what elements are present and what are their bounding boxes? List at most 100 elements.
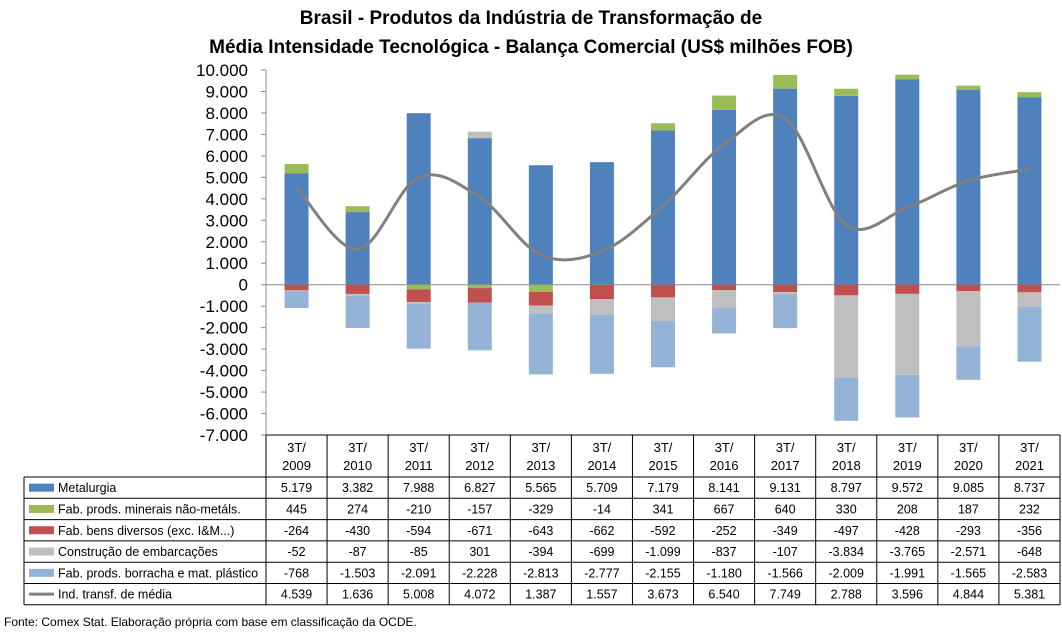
data-table-value: 5.709: [586, 481, 617, 495]
data-table-value: -699: [589, 545, 614, 559]
bar-fab-prods-borracha-e-mat-pl-stico: [773, 294, 798, 329]
data-table-value: 2.788: [831, 588, 862, 602]
bar-fab-bens-diversos-exc-i-m: [528, 291, 553, 306]
category-label-line1: 3T/: [715, 440, 734, 455]
data-table-value: -1.503: [340, 566, 375, 580]
bar-metalurgia: [284, 173, 309, 285]
bar-fab-prods-borracha-e-mat-pl-stico: [528, 314, 553, 375]
bar-fab-prods-minerais-n-o-met-ls: [284, 163, 309, 174]
legend-key-swatch: [29, 504, 54, 513]
data-table-value: -662: [589, 524, 614, 538]
data-table-value: 445: [286, 502, 307, 516]
category-label-line2: 2021: [1015, 458, 1044, 473]
bar-fab-prods-minerais-n-o-met-ls: [956, 85, 981, 90]
data-table-value: 187: [958, 502, 979, 516]
bar-fab-bens-diversos-exc-i-m: [834, 284, 859, 296]
data-table-value: -87: [349, 545, 367, 559]
data-table-value: -349: [773, 524, 798, 538]
data-table-value: -2.583: [1012, 566, 1047, 580]
bar-constru-o-de-embarca-es: [467, 131, 492, 139]
bar-fab-prods-borracha-e-mat-pl-stico: [1017, 306, 1042, 362]
data-table-value: 7.988: [403, 481, 434, 495]
bar-fab-prods-minerais-n-o-met-ls: [773, 74, 798, 89]
data-table-value: -497: [834, 524, 859, 538]
data-table-value: 274: [347, 502, 368, 516]
category-label-line2: 2010: [343, 458, 372, 473]
data-table-value: 1.636: [342, 588, 373, 602]
data-table-value: -3.765: [890, 545, 925, 559]
data-table-value: 7.179: [647, 481, 678, 495]
bar-metalurgia: [589, 162, 614, 285]
bar-fab-prods-minerais-n-o-met-ls: [651, 123, 675, 131]
data-table-value: -648: [1017, 545, 1042, 559]
data-table-value: -52: [287, 545, 305, 559]
bar-constru-o-de-embarca-es: [956, 290, 981, 347]
data-table-value: 5.565: [525, 481, 556, 495]
bar-fab-prods-borracha-e-mat-pl-stico: [406, 303, 431, 349]
legend-key-swatch: [29, 526, 54, 535]
data-table-value: 4.539: [281, 588, 312, 602]
y-tick-label: 2.000: [205, 233, 248, 252]
bar-constru-o-de-embarca-es: [834, 295, 859, 378]
data-table-value: 7.749: [770, 588, 801, 602]
bar-fab-prods-borracha-e-mat-pl-stico: [284, 291, 309, 308]
data-table-value: 301: [469, 545, 490, 559]
bar-fab-prods-minerais-n-o-met-ls: [406, 284, 431, 290]
data-table-value: 9.572: [892, 481, 923, 495]
data-table-value: -428: [895, 524, 920, 538]
category-label-line1: 3T/: [470, 440, 489, 455]
data-table-value: 330: [836, 502, 857, 516]
bar-fab-prods-borracha-e-mat-pl-stico: [651, 321, 675, 368]
legend-series-name: Fab. bens diversos (exc. I&M...): [58, 524, 234, 538]
data-table-value: 9.131: [770, 481, 801, 495]
data-table-value: -264: [284, 524, 309, 538]
data-table-value: 5.381: [1014, 588, 1045, 602]
data-table-value: 232: [1019, 502, 1040, 516]
bar-constru-o-de-embarca-es: [712, 290, 737, 309]
category-label-line1: 3T/: [409, 440, 428, 455]
data-table-value: -329: [528, 502, 553, 516]
data-table-value: -1.991: [890, 566, 925, 580]
data-table-value: -837: [712, 545, 737, 559]
data-table-value: -1.566: [767, 566, 802, 580]
data-table-value: -85: [410, 545, 428, 559]
y-tick-label: -3.000: [200, 340, 248, 359]
data-table-value: -293: [956, 524, 981, 538]
bar-metalurgia: [834, 95, 859, 285]
data-table-value: -430: [345, 524, 370, 538]
data-table-value: -252: [712, 524, 737, 538]
y-tick-label: -4.000: [200, 362, 248, 381]
data-table-value: 3.596: [892, 588, 923, 602]
category-label-line2: 2019: [893, 458, 922, 473]
chart-title-line-2: Média Intensidade Tecnológica - Balança …: [209, 37, 853, 58]
bar-fab-bens-diversos-exc-i-m: [284, 284, 309, 291]
bar-fab-bens-diversos-exc-i-m: [406, 289, 431, 302]
data-table-value: 208: [897, 502, 918, 516]
data-table-value: -157: [467, 502, 492, 516]
y-tick-label: -7.000: [200, 426, 248, 445]
legend-series-name: Metalurgia: [58, 481, 116, 495]
bar-constru-o-de-embarca-es: [1017, 292, 1042, 307]
category-label-line2: 2016: [710, 458, 739, 473]
data-table-value: -592: [650, 524, 675, 538]
bar-fab-prods-minerais-n-o-met-ls: [528, 284, 553, 292]
bar-constru-o-de-embarca-es: [406, 301, 431, 304]
data-table-value: -2.777: [584, 566, 619, 580]
data-table-value: 4.844: [953, 588, 984, 602]
bar-fab-bens-diversos-exc-i-m: [467, 288, 492, 303]
bar-metalurgia: [895, 79, 920, 285]
bar-constru-o-de-embarca-es: [589, 299, 614, 315]
bar-fab-prods-borracha-e-mat-pl-stico: [712, 308, 737, 334]
category-label-line1: 3T/: [1020, 440, 1039, 455]
data-table-value: -594: [406, 524, 431, 538]
y-tick-label: 10.000: [196, 61, 248, 80]
bar-constru-o-de-embarca-es: [895, 293, 920, 375]
bar-metalurgia: [773, 88, 798, 285]
bar-fab-prods-borracha-e-mat-pl-stico: [834, 377, 859, 421]
bar-fab-prods-minerais-n-o-met-ls: [345, 206, 370, 213]
bar-fab-bens-diversos-exc-i-m: [589, 285, 614, 300]
bar-constru-o-de-embarca-es: [651, 297, 675, 322]
data-table-value: 5.179: [281, 481, 312, 495]
y-tick-label: -2.000: [200, 319, 248, 338]
category-label-line2: 2009: [282, 458, 311, 473]
